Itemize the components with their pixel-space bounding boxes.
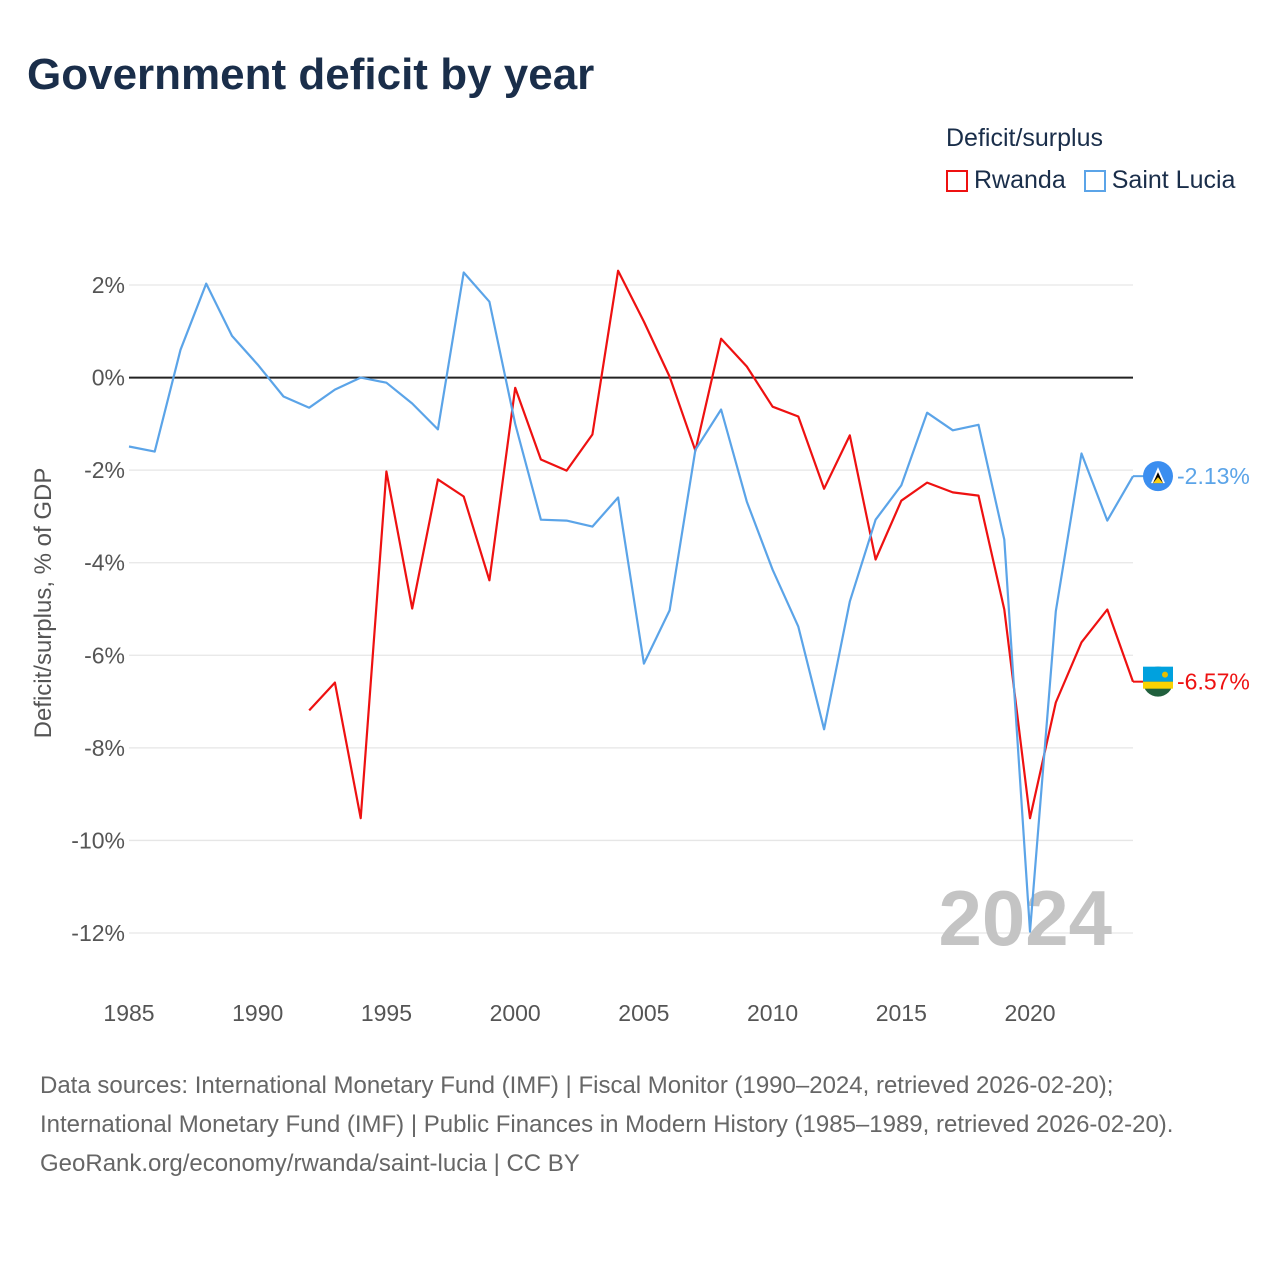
y-tick-label: -4%: [84, 550, 125, 576]
x-tick-label: 2010: [747, 1000, 798, 1026]
legend-swatch-saint-lucia: [1083, 169, 1106, 192]
series-line-saint-lucia: [128, 271, 1134, 933]
legend-label: Rwanda: [974, 166, 1066, 194]
end-value-label: -6.57%: [1177, 669, 1250, 695]
x-tick-label: 1995: [361, 1000, 412, 1026]
x-tick-label: 1985: [103, 1000, 154, 1026]
legend-swatch-rwanda: [946, 169, 968, 192]
x-tick-label: 2020: [1004, 1000, 1055, 1026]
x-tick-label: 1990: [232, 1000, 283, 1026]
chart-title: Government deficit by year: [27, 50, 595, 99]
source-link[interactable]: GeoRank.org/economy/rwanda/saint-lucia |…: [40, 1150, 580, 1177]
flag-sun: [1162, 671, 1168, 678]
legend-label: Saint Lucia: [1111, 166, 1236, 194]
x-tick-label: 2015: [876, 1000, 927, 1026]
flag-triangle: [1153, 477, 1163, 484]
y-tick-label: 0%: [92, 365, 125, 391]
year-watermark: 2024: [938, 874, 1112, 962]
legend-title: Deficit/surplus: [946, 124, 1103, 152]
legend-item-rwanda[interactable]: Rwanda: [946, 166, 1066, 195]
y-axis-label: Deficit/surplus, % of GDP: [30, 468, 57, 739]
legend-item-saint-lucia[interactable]: Saint Lucia: [1083, 166, 1236, 195]
flag-stripe: [1143, 666, 1173, 682]
legend: Rwanda Saint Lucia: [946, 166, 1235, 195]
y-tick-label: -2%: [84, 457, 125, 483]
series-line-rwanda: [308, 269, 1135, 820]
source-note: Data sources: International Monetary Fun…: [40, 1066, 1240, 1183]
source-text: Data sources: International Monetary Fun…: [40, 1072, 1174, 1138]
flag-stripe: [1143, 681, 1173, 689]
plot-area: 2% 0% -2% -4% -6% -8% -10% -12% 1985 1990 1995 2000…: [30, 269, 1250, 1026]
x-tick-label: 2000: [490, 1000, 541, 1026]
end-value-label: -2.13%: [1177, 463, 1250, 489]
y-tick-label: 2%: [92, 272, 125, 298]
y-tick-label: -12%: [71, 920, 125, 946]
y-tick-label: -8%: [84, 735, 125, 761]
y-tick-label: -6%: [84, 642, 125, 668]
y-tick-label: -10%: [71, 827, 125, 853]
x-tick-label: 2005: [618, 1000, 669, 1026]
